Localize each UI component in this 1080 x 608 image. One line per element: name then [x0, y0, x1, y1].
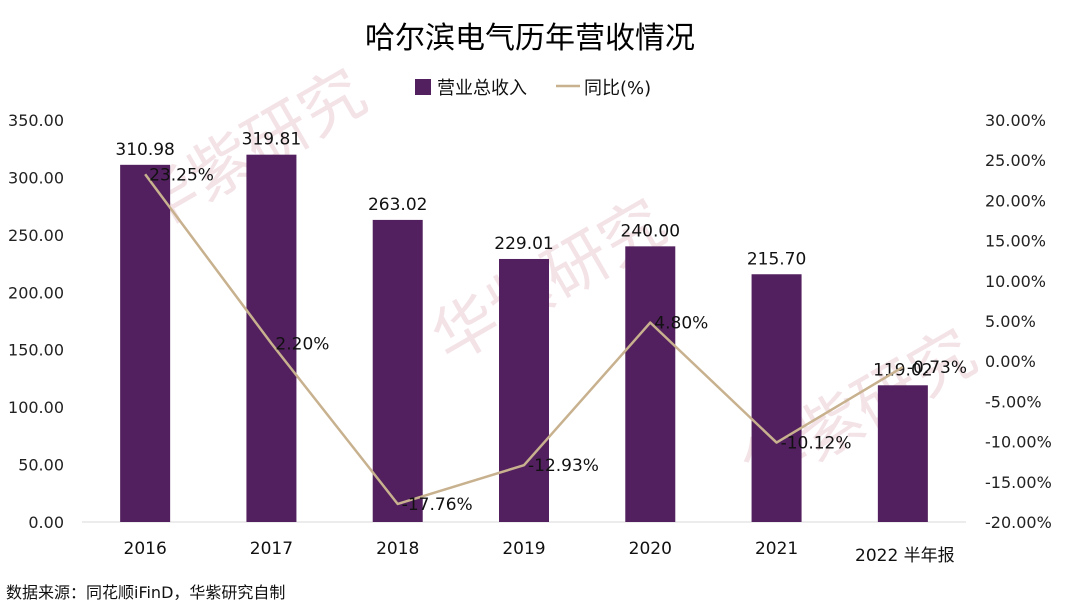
left-tick-label: 150.00: [8, 341, 64, 360]
legend-label-yoy: 同比(%): [584, 78, 651, 99]
bar-value-label: 263.02: [368, 195, 427, 215]
bar-2018: [372, 219, 423, 522]
category-label: 2021: [755, 539, 798, 559]
bar-value-label: 215.70: [747, 249, 806, 269]
category-label: 2020: [629, 539, 672, 559]
category-label: 2019: [502, 539, 545, 559]
yoy-value-label: -0.73%: [907, 358, 967, 378]
yoy-value-label: 4.80%: [654, 314, 708, 334]
left-tick-label: 50.00: [18, 456, 64, 475]
bar-2019: [499, 258, 549, 522]
right-tick-label: 0.00%: [985, 352, 1036, 371]
right-tick-label: 30.00%: [985, 111, 1046, 130]
right-tick-label: 5.00%: [985, 312, 1036, 331]
bar-value-label: 240.00: [621, 221, 680, 241]
right-tick-label: -15.00%: [985, 473, 1052, 492]
bar-2022-半年报: [877, 385, 928, 522]
bar-2016: [120, 164, 171, 522]
bar-value-label: 310.98: [115, 140, 174, 160]
left-tick-label: 0.00: [28, 513, 64, 532]
bar-2021: [751, 274, 802, 522]
legend: 营业总收入 同比(%): [415, 78, 651, 99]
right-tick-label: 25.00%: [985, 151, 1046, 170]
bar-series: [120, 154, 928, 523]
right-tick-label: -10.00%: [985, 433, 1052, 452]
left-tick-label: 350.00: [8, 111, 64, 130]
x-axis: 2016 2017 2018 2019 2020 2021 2022 半年报: [124, 539, 955, 566]
category-label: 2022 半年报: [855, 546, 955, 566]
bar-2020: [625, 246, 676, 523]
legend-swatch-revenue: [415, 79, 431, 95]
left-tick-label: 250.00: [8, 226, 64, 245]
right-tick-label: 10.00%: [985, 272, 1046, 291]
yoy-line: [144, 173, 904, 506]
right-tick-label: 15.00%: [985, 232, 1046, 251]
line-labels: 23.25% 2.20% -17.76% -12.93% 4.80% -10.12% -0.…: [149, 165, 967, 515]
category-label: 2017: [250, 539, 293, 559]
bar-2017: [246, 154, 297, 523]
yoy-value-label: -12.93%: [528, 456, 599, 476]
left-tick-label: 200.00: [8, 283, 64, 302]
left-tick-label: 300.00: [8, 168, 64, 187]
right-tick-label: 20.00%: [985, 191, 1046, 210]
chart-title: 哈尔滨电气历年营收情况: [365, 21, 695, 56]
bar-value-label: 229.01: [494, 234, 553, 254]
right-tick-label: -5.00%: [985, 392, 1042, 411]
yoy-value-label: -10.12%: [781, 434, 852, 454]
right-axis: -20.00% -15.00% -10.00% -5.00% 0.00% 5.00% 10.…: [985, 111, 1052, 532]
yoy-value-label: 2.20%: [275, 335, 329, 355]
legend-label-revenue: 营业总收入: [437, 78, 527, 99]
left-axis: 0.00 50.00 100.00 150.00 200.00 250.00 300.00 3…: [8, 111, 64, 532]
left-tick-label: 100.00: [8, 398, 64, 417]
bar-value-label: 319.81: [242, 130, 301, 150]
yoy-value-label: 23.25%: [149, 165, 214, 185]
source-note: 数据来源：同花顺iFinD，华紫研究自制: [6, 583, 285, 602]
right-tick-label: -20.00%: [985, 513, 1052, 532]
category-label: 2016: [124, 539, 167, 559]
yoy-value-label: -17.76%: [402, 495, 473, 515]
category-label: 2018: [376, 539, 419, 559]
bar-labels: 310.98319.81263.02229.01240.00215.70119.…: [115, 130, 932, 381]
